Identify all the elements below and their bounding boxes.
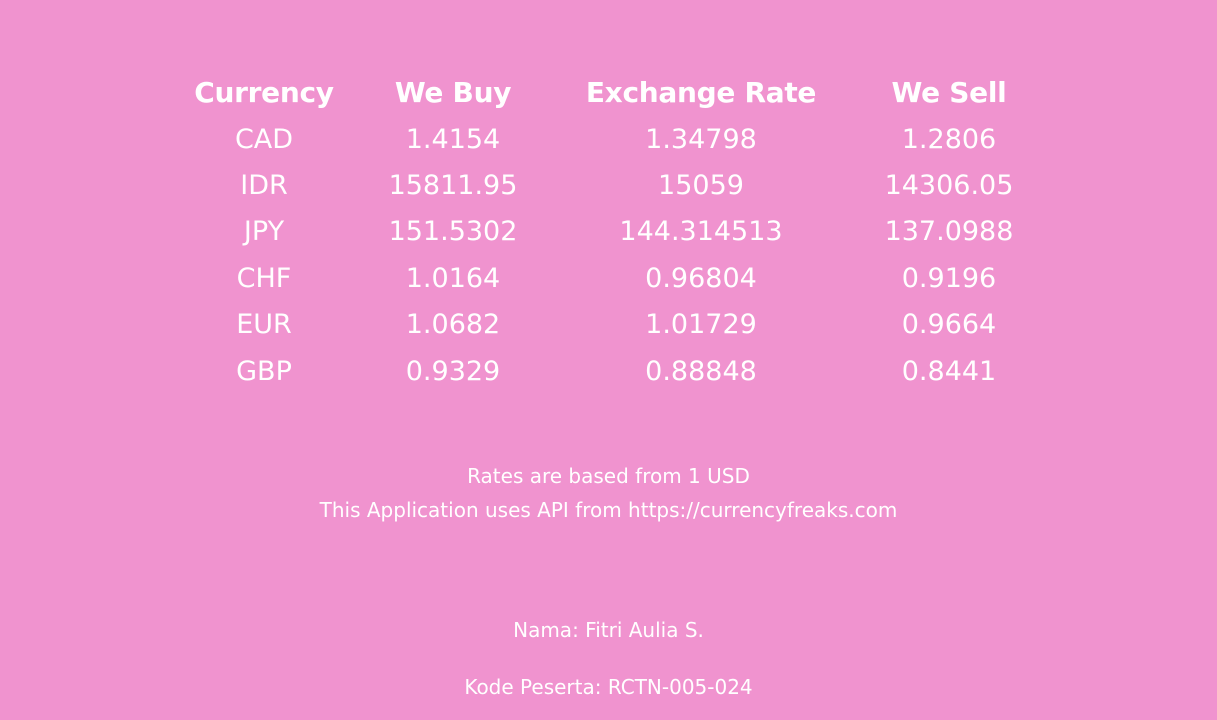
cell-currency: IDR xyxy=(240,170,288,202)
cell-we-buy: 1.0164 xyxy=(405,262,501,294)
table-row: CHF 1.0164 0.96804 0.9196 xyxy=(180,255,1054,301)
header-currency: Currency xyxy=(194,75,334,109)
cell-we-buy: 15811.95 xyxy=(388,170,518,202)
cell-we-buy: 0.9329 xyxy=(405,355,501,387)
table-header-row: Currency We Buy Exchange Rate We Sell xyxy=(180,68,1054,116)
cell-currency: EUR xyxy=(236,309,292,341)
cell-we-sell: 0.8441 xyxy=(901,355,997,387)
cell-currency: CHF xyxy=(236,262,292,294)
header-we-sell: We Sell xyxy=(891,75,1007,109)
cell-we-buy: 151.5302 xyxy=(388,216,518,248)
header-we-buy: We Buy xyxy=(394,75,512,109)
cell-we-sell: 14306.05 xyxy=(884,170,1014,202)
cell-currency: GBP xyxy=(236,355,292,387)
cell-we-buy: 1.0682 xyxy=(405,309,501,341)
cell-currency: JPY xyxy=(243,216,285,248)
exchange-rate-table: Currency We Buy Exchange Rate We Sell CA… xyxy=(180,68,1054,394)
cell-we-sell: 0.9196 xyxy=(901,262,997,294)
table-row: GBP 0.9329 0.88848 0.8441 xyxy=(180,348,1054,394)
cell-exchange-rate: 0.96804 xyxy=(645,262,757,294)
cell-exchange-rate: 0.88848 xyxy=(645,355,757,387)
header-exchange-rate: Exchange Rate xyxy=(585,75,817,109)
cell-exchange-rate: 1.34798 xyxy=(645,123,757,155)
cell-we-sell: 137.0988 xyxy=(884,216,1014,248)
cell-exchange-rate: 144.314513 xyxy=(619,216,783,248)
table-row: JPY 151.5302 144.314513 137.0988 xyxy=(180,209,1054,255)
cell-we-sell: 1.2806 xyxy=(901,123,997,155)
cell-exchange-rate: 15059 xyxy=(658,170,744,202)
table-row: IDR 15811.95 15059 14306.05 xyxy=(180,162,1054,208)
participant-name: Nama: Fitri Aulia S. xyxy=(513,618,704,642)
cell-we-buy: 1.4154 xyxy=(405,123,501,155)
base-currency-note: Rates are based from 1 USD xyxy=(467,464,750,488)
api-source-note: This Application uses API from https://c… xyxy=(319,498,898,522)
table-row: CAD 1.4154 1.34798 1.2806 xyxy=(180,116,1054,162)
table-row: EUR 1.0682 1.01729 0.9664 xyxy=(180,302,1054,348)
cell-we-sell: 0.9664 xyxy=(901,309,997,341)
cell-currency: CAD xyxy=(234,123,294,155)
participant-code: Kode Peserta: RCTN-005-024 xyxy=(464,675,753,699)
cell-exchange-rate: 1.01729 xyxy=(645,309,757,341)
